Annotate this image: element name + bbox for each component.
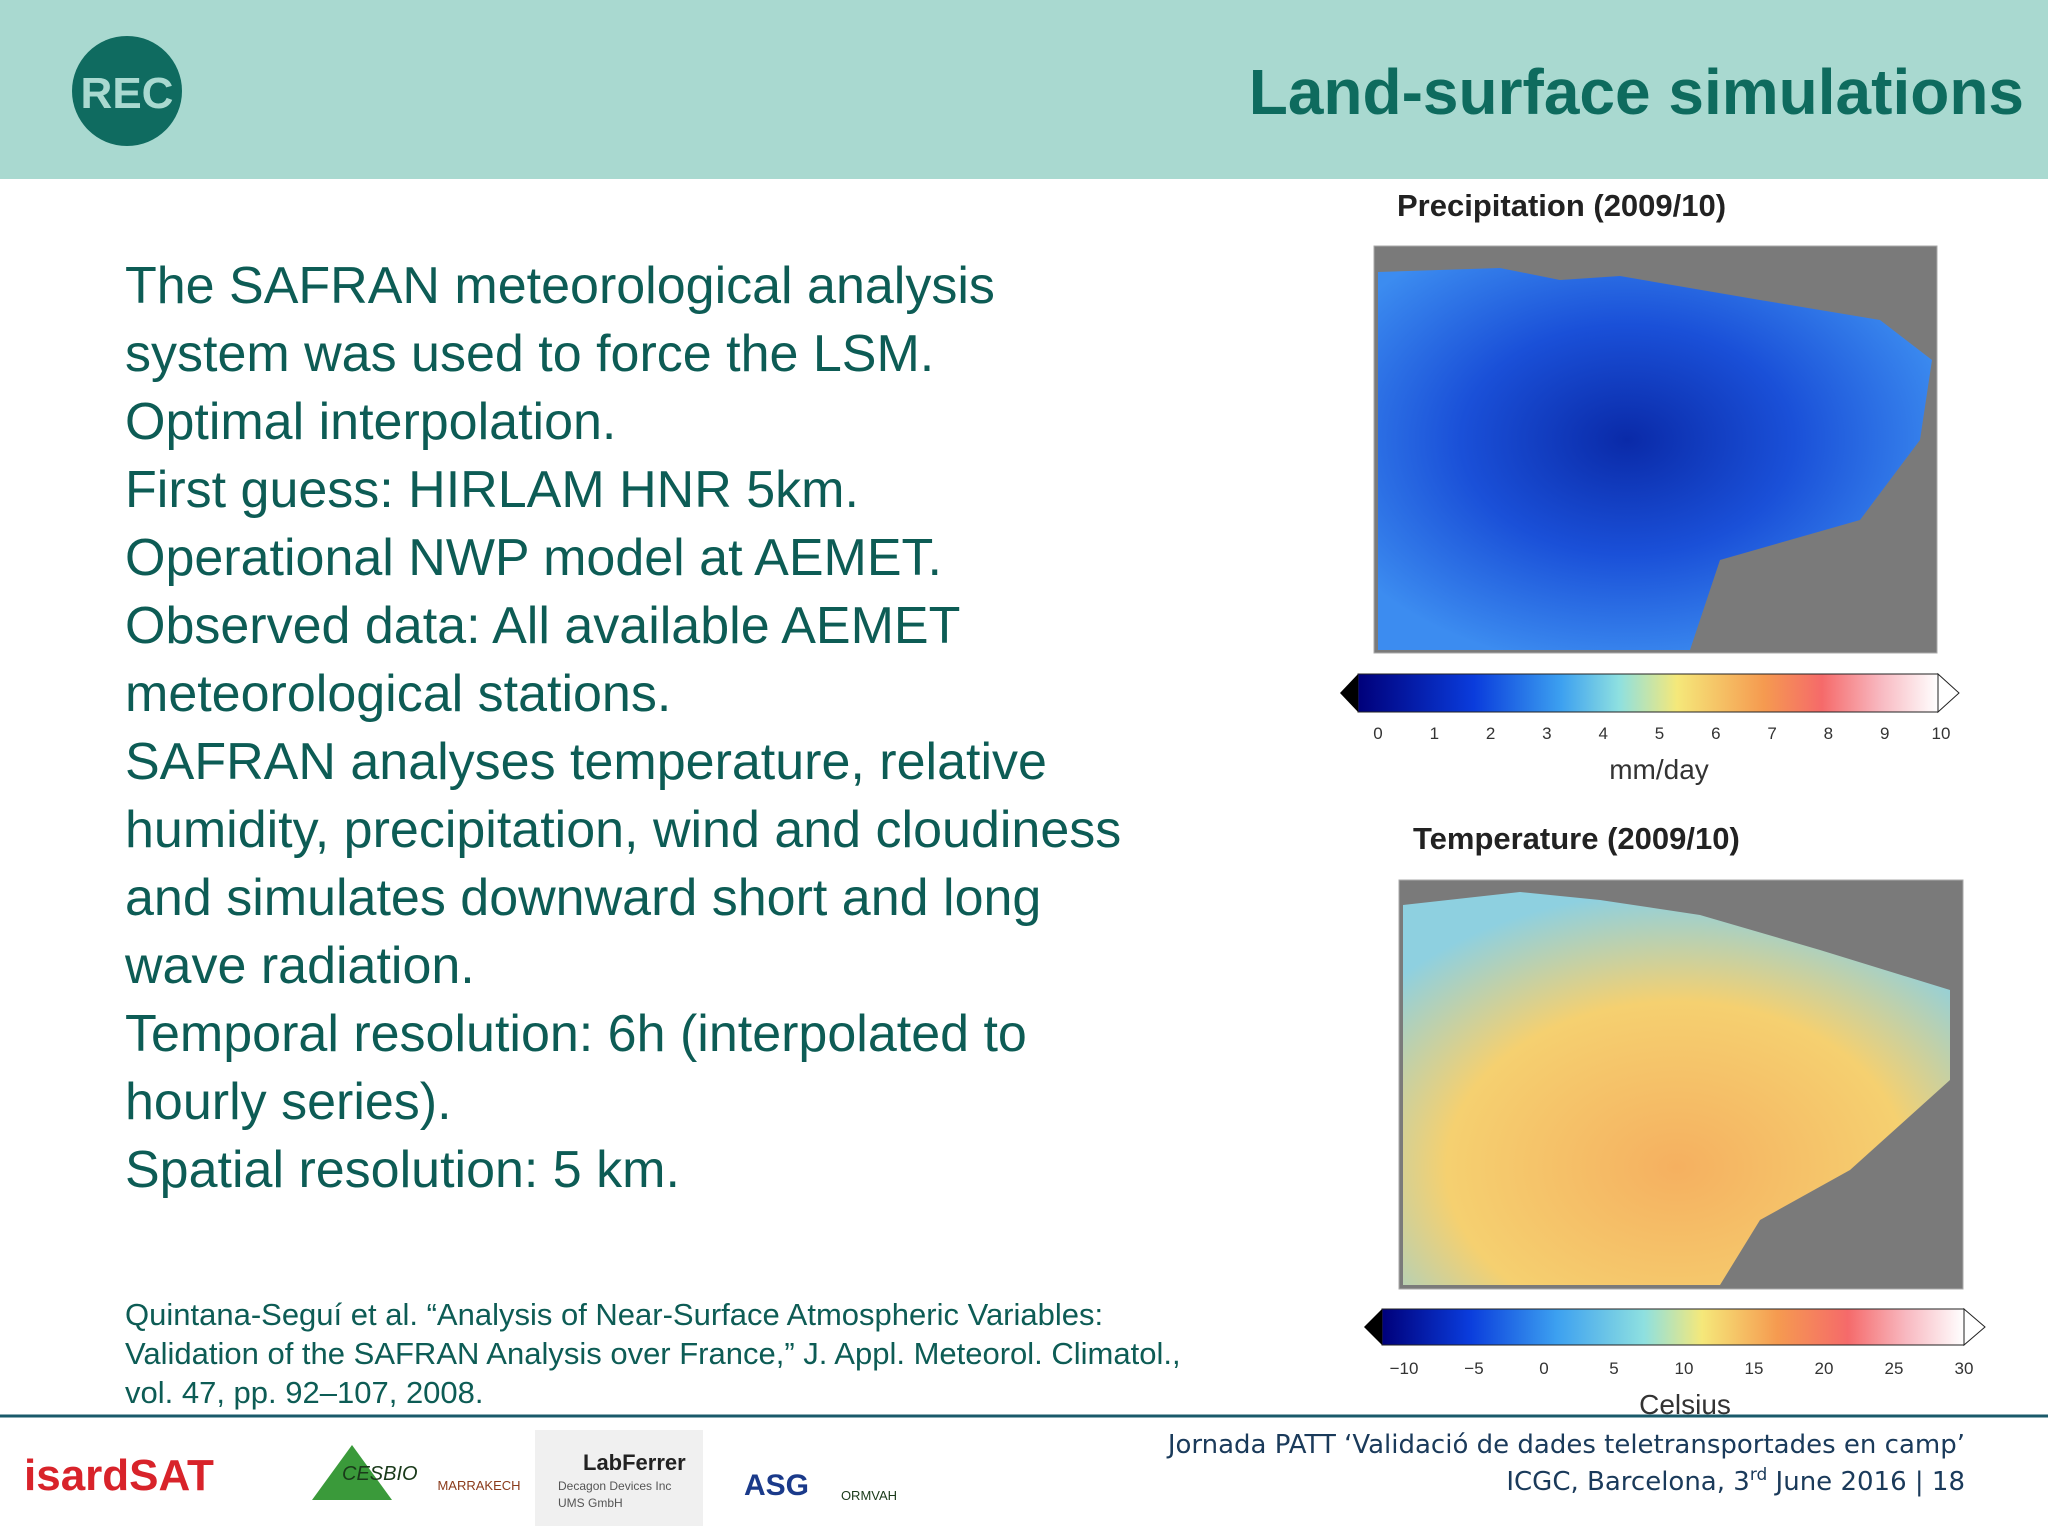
reference: Quintana-Seguí et al. “Analysis of Near-… [125, 1297, 1181, 1410]
tick-label: 5 [1609, 1359, 1618, 1378]
footer-line: Jornada PATT ‘Validació de dades teletra… [1166, 1430, 1965, 1460]
map-title: Temperature (2009/10) [1413, 821, 1740, 856]
tick-label: 3 [1542, 724, 1551, 743]
tick-label: −10 [1390, 1359, 1419, 1378]
logo-sub: UMS GmbH [558, 1496, 623, 1510]
body-line: wave radiation. [124, 937, 475, 995]
body-line: SAFRAN analyses temperature, relative [125, 733, 1047, 791]
footer-sup: rd [1750, 1465, 1767, 1485]
map-title: Precipitation (2009/10) [1397, 188, 1726, 223]
logo-ormvah: ORMVAH [841, 1488, 897, 1503]
body-line: Operational NWP model at AEMET. [125, 529, 942, 587]
logo-cesbio: CESBIO [342, 1463, 418, 1485]
tick-label: 4 [1598, 724, 1607, 743]
map-field [1403, 892, 1950, 1285]
body-line: meteorological stations. [125, 665, 671, 723]
body-line: Temporal resolution: 6h (interpolated to [125, 1005, 1027, 1063]
tick-label: 10 [1675, 1359, 1694, 1378]
logo-circle [72, 36, 182, 146]
reference-line: Validation of the SAFRAN Analysis over F… [125, 1336, 1181, 1371]
logo-labferrer: LabFerrer [583, 1450, 686, 1475]
colorbar [1357, 673, 1939, 713]
colorbar-arrow [1364, 1309, 1382, 1345]
body-line: Spatial resolution: 5 km. [125, 1141, 680, 1199]
logo-marrakech: MARRAKECH [437, 1478, 520, 1493]
body-line: First guess: HIRLAM HNR 5km. [125, 461, 859, 519]
map-field [1378, 268, 1932, 650]
logo-isardsat: isardSAT [24, 1451, 214, 1500]
logo-box [535, 1430, 703, 1526]
colorbar-arrow [1340, 674, 1358, 712]
tick-label: 30 [1955, 1359, 1974, 1378]
slide-title: Land-surface simulations [1249, 56, 2024, 128]
colorbar-ticks: 0 1 2 3 4 5 6 7 8 9 10 [1373, 724, 1950, 743]
tick-label: 20 [1815, 1359, 1834, 1378]
tick-label: 6 [1711, 724, 1720, 743]
footer-text: June 2016 | 18 [1767, 1467, 1965, 1497]
body-line: system was used to force the LSM. [125, 325, 934, 383]
colorbar-ticks: −10 −5 0 5 10 15 20 25 30 [1390, 1359, 1974, 1378]
body-line: Observed data: All available AEMET [125, 597, 960, 655]
tick-label: 15 [1745, 1359, 1764, 1378]
colorbar [1381, 1308, 1965, 1346]
tick-label: 1 [1430, 724, 1439, 743]
logo-shape [312, 1445, 392, 1500]
tick-label: 10 [1932, 724, 1951, 743]
tick-label: 25 [1885, 1359, 1904, 1378]
tick-label: 8 [1824, 724, 1833, 743]
colorbar-unit: mm/day [1609, 754, 1709, 785]
tick-label: 5 [1655, 724, 1664, 743]
tick-label: 9 [1880, 724, 1889, 743]
logo-text: REC [81, 69, 174, 118]
body-line: and simulates downward short and long [125, 869, 1041, 927]
tick-label: 0 [1373, 724, 1382, 743]
body-line: hourly series). [125, 1073, 452, 1131]
colorbar-arrow [1963, 1307, 1986, 1347]
tick-label: 2 [1486, 724, 1495, 743]
footer-line: ICGC, Barcelona, 3rd June 2016 | 18 [1506, 1465, 1965, 1497]
body-text: The SAFRAN meteorological analysis system… [124, 257, 1121, 1199]
tick-label: 0 [1539, 1359, 1548, 1378]
logo-asg: ASG [744, 1469, 809, 1502]
reference-line: vol. 47, pp. 92–107, 2008. [125, 1375, 484, 1410]
reference-line: Quintana-Seguí et al. “Analysis of Near-… [125, 1297, 1103, 1332]
tick-label: −5 [1464, 1359, 1483, 1378]
logo-sub: Decagon Devices Inc [558, 1479, 671, 1493]
body-line: The SAFRAN meteorological analysis [125, 257, 995, 315]
tick-label: 7 [1767, 724, 1776, 743]
body-line: humidity, precipitation, wind and cloudi… [125, 801, 1121, 859]
header-band [0, 0, 2048, 179]
footer-text: ICGC, Barcelona, 3 [1506, 1467, 1749, 1497]
colorbar-arrow [1937, 672, 1960, 714]
body-line: Optimal interpolation. [125, 393, 616, 451]
